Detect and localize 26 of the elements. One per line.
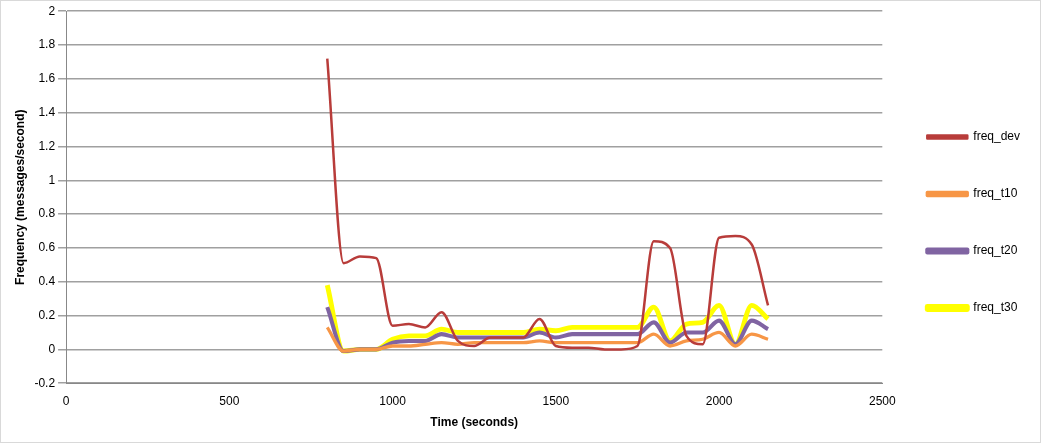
y-tick-label: 0.4	[38, 274, 56, 289]
legend-label: freq_t20	[973, 243, 1018, 258]
y-tick-label: 1.6	[38, 71, 56, 86]
y-tick-label: 0.6	[38, 240, 56, 255]
y-tick-label: -0.2	[34, 375, 56, 390]
x-tick-label: 1000	[379, 393, 407, 408]
y-tick-label: 1.8	[38, 37, 56, 52]
x-tick-label: 1500	[542, 393, 570, 408]
y-tick-label: 1.4	[38, 104, 56, 119]
y-tick-label: 1.2	[38, 138, 56, 153]
y-tick-label: 1	[48, 172, 56, 187]
x-tick-label: 2000	[705, 393, 733, 408]
legend-label: freq_t10	[973, 186, 1018, 201]
x-tick-label: 500	[219, 393, 240, 408]
x-axis-title: Time (seconds)	[430, 415, 519, 430]
x-tick-label: 2500	[868, 393, 896, 408]
x-tick-label: 0	[62, 393, 70, 408]
line-series	[326, 57, 770, 351]
y-tick-label: 0.2	[38, 307, 56, 322]
y-axis-title: Frequency (messages/second)	[12, 109, 27, 285]
line-series	[325, 325, 770, 353]
y-tick-label: 0	[48, 341, 56, 356]
y-tick-label: 2	[48, 3, 56, 18]
legend-label: freq_t30	[973, 300, 1018, 315]
legend-label: freq_dev	[973, 129, 1020, 144]
y-tick-label: 0.8	[38, 206, 56, 221]
